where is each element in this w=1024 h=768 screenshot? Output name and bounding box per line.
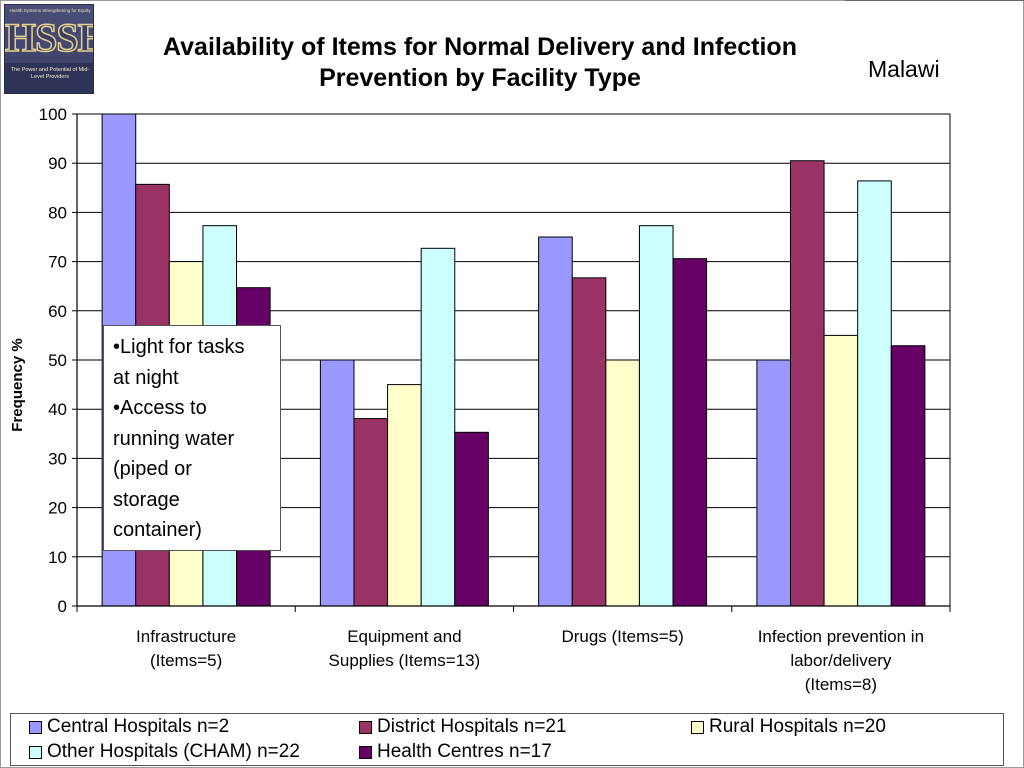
y-tick-label: 90 <box>48 154 67 173</box>
bar <box>353 418 389 607</box>
legend-label: Other Hospitals (CHAM) n=22 <box>47 741 300 762</box>
bar <box>387 384 422 607</box>
y-tick-label: 30 <box>48 449 67 468</box>
legend-item-central: Central Hospitals n=2 <box>29 716 229 738</box>
annotation-box: •Light for tasks at night •Access to run… <box>103 325 281 551</box>
legend-label: District Hospitals n=21 <box>377 716 567 737</box>
x-tick-label: Equipment and Supplies (Items=13) <box>329 627 481 670</box>
chart-legend: Central Hospitals n=2 District Hospitals… <box>10 713 1004 766</box>
x-tick-label: Infrastructure (Items=5) <box>136 627 236 670</box>
hsse-logo: Health Systems Strengthening for Equity … <box>4 4 94 94</box>
y-tick-label: 50 <box>48 351 67 370</box>
y-axis-title: Frequency % <box>9 338 26 431</box>
y-tick-label: 100 <box>39 105 67 124</box>
legend-item-health-centres: Health Centres n=17 <box>359 741 552 763</box>
bar <box>756 359 791 607</box>
bar <box>857 180 892 607</box>
y-tick-label: 0 <box>58 597 67 616</box>
chart-title: Availability of Items for Normal Deliver… <box>163 33 797 92</box>
logo-wordmark: HSSE <box>5 15 94 61</box>
legend-label: Central Hospitals n=2 <box>47 716 230 737</box>
annotation-item: •Light for tasks at night <box>113 336 245 389</box>
legend-item-cham: Other Hospitals (CHAM) n=22 <box>29 741 300 763</box>
bar <box>823 334 859 607</box>
bar <box>638 225 674 607</box>
bar <box>571 277 607 607</box>
legend-item-district: District Hospitals n=21 <box>359 716 567 738</box>
bar <box>420 247 456 607</box>
legend-swatch <box>29 745 42 759</box>
y-tick-label: 20 <box>48 499 67 518</box>
y-tick-label: 10 <box>48 548 67 567</box>
logo-band <box>5 63 93 93</box>
y-tick-label: 40 <box>48 400 67 419</box>
logo-tagline-top: Health Systems Strengthening for Equity <box>9 8 91 13</box>
legend-swatch <box>691 720 704 734</box>
bar <box>789 160 825 607</box>
bar <box>538 236 573 607</box>
legend-swatch <box>359 720 372 734</box>
country-label: Malawi <box>868 56 940 82</box>
legend-item-rural: Rural Hospitals n=20 <box>691 716 886 738</box>
top-rule <box>845 0 1024 1</box>
legend-swatch <box>29 720 42 734</box>
axes-layer: 0 10 20 30 40 50 60 70 80 90 100 Infrastructure (Ite… <box>39 105 951 694</box>
x-tick-label: Infection prevention in labor/delivery (It… <box>758 627 924 694</box>
bar <box>890 345 926 607</box>
bar <box>605 359 640 607</box>
bar <box>454 431 489 607</box>
legend-swatch <box>359 745 372 759</box>
legend-label: Health Centres n=17 <box>377 741 552 762</box>
x-tick-label: Drugs (Items=5) <box>561 627 683 646</box>
bar <box>319 359 355 607</box>
legend-label: Rural Hospitals n=20 <box>709 716 886 737</box>
y-tick-label: 70 <box>48 253 67 272</box>
bar <box>672 258 708 607</box>
annotation-item: •Access to running water (piped or stora… <box>113 397 235 541</box>
y-tick-label: 60 <box>48 302 67 321</box>
logo-tagline-bottom: The Power and Potential of Mid-Level Pro… <box>10 67 90 80</box>
y-tick-label: 80 <box>48 203 67 222</box>
